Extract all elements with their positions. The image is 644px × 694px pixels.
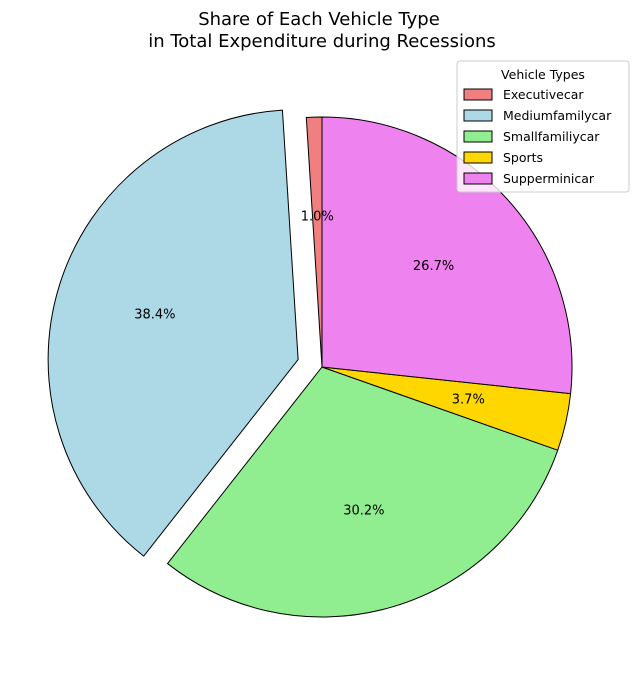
legend-label-supperminicar: Supperminicar: [503, 171, 595, 186]
legend-swatch-supperminicar: [463, 172, 493, 185]
legend-label-mediumfamilycar: Mediumfamilycar: [503, 108, 612, 123]
pie-slice-executivecar: [305, 116, 323, 368]
legend-swatch-smallfamiliycar: [463, 130, 493, 143]
pie-slice-smallfamiliycar: [167, 366, 559, 618]
chart-title-line-1: Share of Each Vehicle Type: [198, 9, 440, 30]
legend-swatch-mediumfamilycar: [463, 109, 493, 122]
legend-swatch-sports: [463, 151, 493, 164]
chart-title-line-2: in Total Expenditure during Recessions: [148, 31, 496, 52]
legend-swatch-executivecar: [463, 88, 493, 101]
legend-label-executivecar: Executivecar: [503, 87, 584, 102]
pie-percent-labels: 1.0% 38.4% 30.2% 3.7% 26.7%: [134, 210, 485, 519]
legend-title: Vehicle Types: [501, 67, 585, 82]
pie-slices: [47, 109, 573, 618]
legend-items: Executivecar Mediumfamilycar Smallfamiliyc…: [463, 87, 612, 186]
pie-label-executivecar: 1.0%: [301, 210, 334, 225]
pie-label-smallfamiliycar: 30.2%: [343, 504, 384, 519]
legend-label-smallfamiliycar: Smallfamiliycar: [503, 129, 600, 144]
pie-slice-supperminicar: [321, 116, 573, 395]
pie-label-mediumfamilycar: 38.4%: [134, 308, 175, 323]
pie-label-supperminicar: 26.7%: [413, 259, 454, 274]
legend-label-sports: Sports: [503, 150, 543, 165]
legend-frame: [456, 60, 630, 193]
pie-slice-mediumfamilycar: [47, 109, 299, 557]
legend: Vehicle Types Executivecar Mediumfamilyca…: [456, 60, 630, 193]
pie-label-sports: 3.7%: [452, 393, 485, 408]
